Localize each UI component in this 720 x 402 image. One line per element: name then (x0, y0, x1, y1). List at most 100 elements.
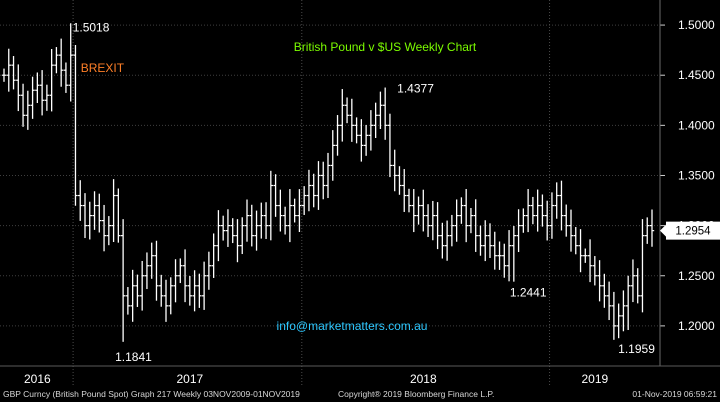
price-bar (278, 189, 283, 232)
price-bar (154, 240, 159, 301)
price-bar (573, 227, 578, 255)
price-bar (6, 48, 11, 92)
price-bar (521, 208, 526, 233)
price-bar (301, 186, 307, 215)
price-bar (602, 273, 607, 308)
price-bar (487, 223, 493, 258)
price-bar (49, 49, 54, 112)
price-bar (382, 87, 388, 140)
price-bar (425, 204, 431, 238)
price-bar (587, 239, 593, 283)
price-bar (449, 214, 455, 247)
price-bar (402, 169, 407, 212)
annotation-label: 1.1841 (115, 350, 152, 364)
footer-left: GBP Curncy (British Pound Spot) Graph 21… (3, 389, 300, 399)
price-bar (568, 209, 574, 252)
footer-center: Copyright® 2019 Bloomberg Finance L.P. (338, 389, 495, 399)
chart-title: British Pound v $US Weekly Chart (294, 40, 477, 54)
year-separators (72, 0, 551, 386)
price-bar (16, 64, 21, 112)
last-price-box (666, 221, 720, 240)
price-bar (535, 189, 540, 232)
price-bar (511, 225, 517, 282)
price-bar (645, 217, 650, 244)
price-bar (354, 117, 359, 144)
price-bar (244, 199, 250, 242)
price-bar (39, 70, 45, 116)
price-bar (435, 202, 440, 250)
price-bar (387, 113, 393, 178)
price-bar (497, 241, 502, 270)
price-bar (73, 44, 78, 206)
price-bar (178, 258, 183, 284)
price-bar (139, 260, 145, 311)
price-bar (311, 173, 316, 208)
price-bar (306, 169, 312, 212)
annotation-label: BREXIT (81, 61, 125, 75)
price-bar (454, 199, 459, 242)
price-bar (392, 149, 397, 192)
price-bar (220, 215, 226, 241)
price-bar (225, 209, 231, 247)
price-bar (564, 204, 569, 237)
price-bar (120, 219, 126, 342)
price-bar (321, 161, 326, 200)
price-bar (363, 124, 369, 156)
price-bar (216, 210, 221, 262)
price-bar (87, 201, 92, 240)
price-bar (559, 180, 564, 231)
price-bar (330, 130, 335, 181)
price-bar (606, 281, 612, 321)
price-bar (206, 251, 212, 290)
price-bar (282, 206, 288, 235)
price-bar (478, 225, 483, 256)
price-bar (530, 196, 536, 225)
price-bar (554, 182, 559, 219)
annotation-label: 1.5018 (73, 20, 110, 34)
price-bar (235, 219, 240, 263)
price-bar (63, 62, 69, 93)
price-bar (506, 230, 512, 282)
price-bar (144, 252, 150, 290)
price-bar (211, 233, 216, 278)
price-bar (421, 189, 426, 232)
price-bar (54, 47, 59, 74)
y-axis: 1.50001.45001.40001.35001.30001.25001.20… (659, 0, 715, 366)
price-bar (459, 197, 464, 224)
price-bar (578, 229, 583, 273)
price-bar (78, 180, 83, 221)
price-bar (163, 279, 169, 322)
price-bar (30, 76, 35, 119)
price-bar (259, 202, 264, 239)
price-bar (368, 110, 374, 151)
price-bar (583, 248, 588, 263)
price-bar (397, 166, 402, 195)
price-bar (635, 268, 640, 304)
x-tick-label: 2019 (581, 372, 608, 386)
price-bar (335, 115, 340, 156)
y-tick-label: 1.2500 (678, 269, 715, 283)
price-bar (125, 287, 131, 315)
price-bar (92, 191, 97, 230)
x-axis: 2016 2017 2018 2019 (0, 365, 720, 386)
y-tick-label: 1.4000 (678, 118, 715, 132)
x-tick-label: 2016 (24, 372, 51, 386)
price-bar (549, 192, 555, 239)
annotations: 1.5018 BREXIT 1.1841 1.4377 1.2441 1.1959 (73, 20, 655, 364)
price-bar (463, 189, 469, 243)
price-bar (197, 273, 202, 308)
price-bar (444, 220, 450, 261)
price-bar (416, 196, 421, 225)
x-tick-label: 2018 (410, 372, 437, 386)
price-bar (20, 83, 26, 127)
price-bar (11, 56, 16, 90)
price-bar (201, 261, 207, 310)
price-bar (492, 231, 497, 270)
price-bar (116, 188, 121, 243)
price-bar (625, 275, 631, 331)
y-tick-label: 1.5000 (678, 18, 715, 32)
footer: GBP Curncy (British Pound Spot) Graph 21… (0, 386, 720, 402)
price-bar (173, 259, 178, 303)
price-bar (230, 218, 235, 244)
